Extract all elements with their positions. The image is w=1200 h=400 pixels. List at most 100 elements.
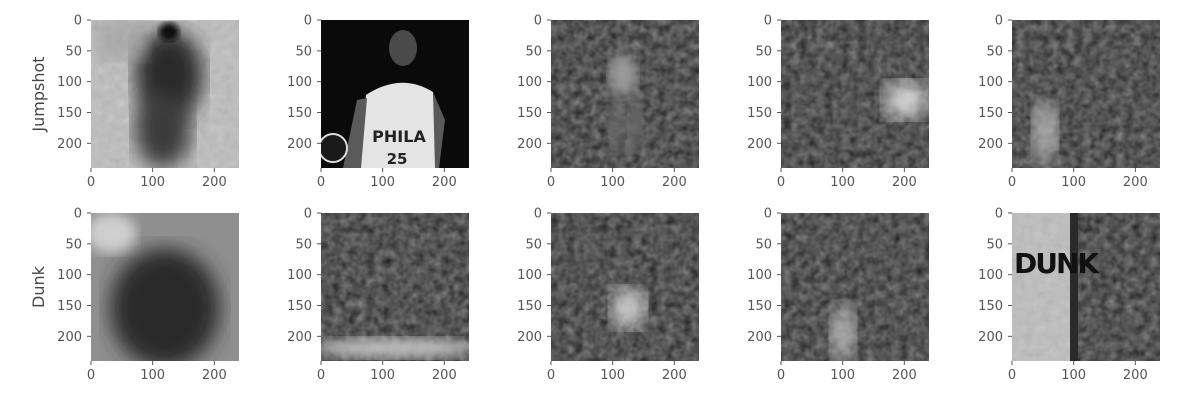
activation-blob [611, 288, 645, 328]
y-tick-label: 50 [755, 44, 772, 59]
y-tick-label: 100 [287, 75, 312, 90]
x-tick-label: 0 [547, 175, 555, 190]
y-tick-label: 150 [287, 299, 312, 314]
x-tick-label: 0 [777, 368, 785, 383]
panel-dunk-1: 0 100 200 0 50 100 150 200 [57, 207, 239, 383]
x-tick-label: 200 [1123, 175, 1148, 190]
panel-image [91, 213, 239, 361]
x-tick-label: 100 [600, 368, 625, 383]
y-tick-label: 100 [517, 268, 542, 283]
x-tick-label: 200 [662, 175, 687, 190]
x-tick-label: 0 [317, 368, 325, 383]
player-arm-left [343, 98, 367, 168]
panel-dunk-4: 0 100 200 0 50 100 150 200 [747, 207, 929, 383]
player-jersey [359, 82, 437, 168]
x-tick-label: 200 [892, 368, 917, 383]
y-tick-label: 200 [978, 330, 1003, 345]
panel-jumpshot-3: 0 100 200 0 50 100 150 200 [517, 14, 699, 190]
x-tick-label: 0 [87, 175, 95, 190]
y-tick-label: 50 [525, 44, 542, 59]
light-texture-half [1012, 213, 1074, 361]
player-head [389, 30, 417, 66]
panel-dunk-2: 0 100 200 0 50 100 150 200 [287, 207, 469, 383]
panel-image: DUNK [1012, 213, 1160, 361]
activation-blob [610, 95, 624, 155]
x-tick-label: 100 [370, 175, 395, 190]
activation-blob [1033, 100, 1057, 164]
panel-dunk-3: 0 100 200 0 50 100 150 200 [517, 207, 699, 383]
y-tick-label: 0 [74, 14, 82, 29]
y-tick-label: 50 [295, 44, 312, 59]
divider-band [1070, 213, 1078, 361]
x-tick-label: 0 [317, 175, 325, 190]
y-tick-label: 200 [57, 137, 82, 152]
y-tick-label: 150 [978, 299, 1003, 314]
panel-image [91, 20, 239, 168]
panel-image [1012, 20, 1160, 168]
y-tick-label: 0 [995, 207, 1003, 222]
y-tick-label: 150 [978, 106, 1003, 121]
y-tick-label: 50 [525, 237, 542, 252]
x-tick-label: 100 [1061, 175, 1086, 190]
y-tick-label: 0 [304, 14, 312, 29]
y-tick-label: 100 [57, 268, 82, 283]
texture-patch [97, 20, 147, 60]
y-tick-label: 50 [986, 237, 1003, 252]
x-tick-label: 100 [830, 368, 855, 383]
panel-background [551, 213, 699, 361]
y-tick-label: 150 [747, 299, 772, 314]
panel-image: PHILA 25 [321, 20, 469, 168]
x-tick-label: 100 [370, 368, 395, 383]
y-tick-label: 200 [57, 330, 82, 345]
x-tick-label: 100 [140, 175, 165, 190]
activation-blob [159, 23, 179, 41]
panel-jumpshot-5: 0 100 200 0 50 100 150 200 [978, 14, 1160, 190]
y-tick-label: 200 [978, 137, 1003, 152]
panel-jumpshot-4: 0 100 200 0 50 100 150 200 [747, 14, 929, 190]
jersey-text: PHILA [372, 127, 426, 146]
panel-jumpshot-2: PHILA 25 0 100 200 0 50 100 150 200 [287, 14, 469, 190]
y-tick-label: 50 [295, 237, 312, 252]
x-tick-label: 0 [1008, 175, 1016, 190]
y-tick-label: 200 [287, 137, 312, 152]
y-tick-label: 100 [747, 75, 772, 90]
y-tick-label: 150 [517, 106, 542, 121]
y-tick-label: 200 [517, 137, 542, 152]
panel-image [781, 213, 929, 361]
row-label-dunk: Dunk [29, 265, 48, 308]
y-tick-label: 50 [755, 237, 772, 252]
y-tick-label: 0 [995, 14, 1003, 29]
y-tick-label: 200 [287, 330, 312, 345]
row-label-jumpshot: Jumpshot [29, 56, 48, 132]
y-tick-label: 0 [74, 207, 82, 222]
y-tick-label: 0 [304, 207, 312, 222]
x-tick-label: 0 [87, 368, 95, 383]
y-tick-label: 0 [764, 207, 772, 222]
jersey-number: 25 [387, 150, 408, 168]
y-tick-label: 50 [986, 44, 1003, 59]
y-tick-label: 200 [747, 330, 772, 345]
activation-blob [110, 248, 220, 361]
x-tick-label: 100 [600, 175, 625, 190]
activation-blob [884, 82, 928, 118]
y-tick-label: 100 [517, 75, 542, 90]
y-tick-label: 150 [57, 299, 82, 314]
x-tick-label: 0 [777, 175, 785, 190]
activation-blob [609, 53, 637, 97]
activation-blob [135, 92, 191, 168]
y-tick-label: 200 [517, 330, 542, 345]
y-tick-label: 150 [517, 299, 542, 314]
y-tick-label: 100 [747, 268, 772, 283]
y-tick-label: 50 [65, 237, 82, 252]
y-tick-label: 0 [764, 14, 772, 29]
panel-image [551, 213, 699, 361]
y-tick-label: 150 [287, 106, 312, 121]
panel-background [321, 213, 469, 361]
x-tick-label: 200 [432, 175, 457, 190]
y-tick-label: 150 [57, 106, 82, 121]
panel-jumpshot-1: 0 100 200 0 50 100 150 200 [57, 14, 239, 190]
x-tick-label: 0 [547, 368, 555, 383]
logo-badge [321, 133, 348, 163]
panel-image [551, 20, 699, 168]
